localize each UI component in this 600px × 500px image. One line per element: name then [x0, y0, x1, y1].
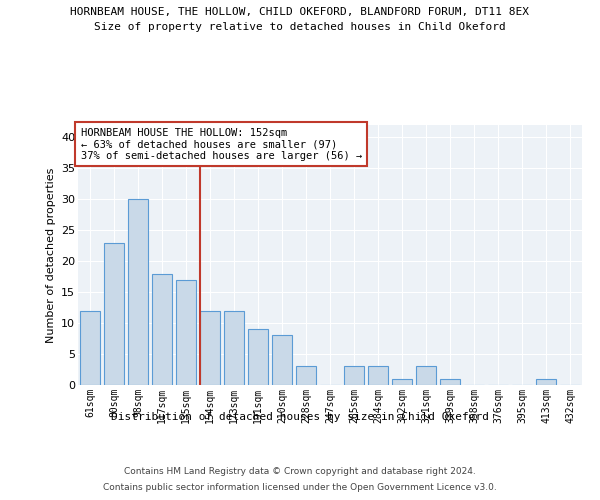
- Bar: [344, 366, 364, 385]
- Bar: [128, 200, 148, 385]
- Bar: [176, 280, 196, 385]
- Bar: [440, 379, 460, 385]
- Text: Distribution of detached houses by size in Child Okeford: Distribution of detached houses by size …: [111, 412, 489, 422]
- Bar: [224, 310, 244, 385]
- Bar: [296, 366, 316, 385]
- Bar: [536, 379, 556, 385]
- Text: HORNBEAM HOUSE THE HOLLOW: 152sqm
← 63% of detached houses are smaller (97)
37% : HORNBEAM HOUSE THE HOLLOW: 152sqm ← 63% …: [80, 128, 362, 161]
- Bar: [416, 366, 436, 385]
- Text: Size of property relative to detached houses in Child Okeford: Size of property relative to detached ho…: [94, 22, 506, 32]
- Bar: [368, 366, 388, 385]
- Bar: [272, 336, 292, 385]
- Text: Contains HM Land Registry data © Crown copyright and database right 2024.: Contains HM Land Registry data © Crown c…: [124, 468, 476, 476]
- Bar: [80, 310, 100, 385]
- Y-axis label: Number of detached properties: Number of detached properties: [46, 168, 56, 342]
- Bar: [104, 242, 124, 385]
- Bar: [248, 330, 268, 385]
- Bar: [392, 379, 412, 385]
- Text: Contains public sector information licensed under the Open Government Licence v3: Contains public sector information licen…: [103, 482, 497, 492]
- Bar: [152, 274, 172, 385]
- Text: HORNBEAM HOUSE, THE HOLLOW, CHILD OKEFORD, BLANDFORD FORUM, DT11 8EX: HORNBEAM HOUSE, THE HOLLOW, CHILD OKEFOR…: [71, 8, 530, 18]
- Bar: [200, 310, 220, 385]
